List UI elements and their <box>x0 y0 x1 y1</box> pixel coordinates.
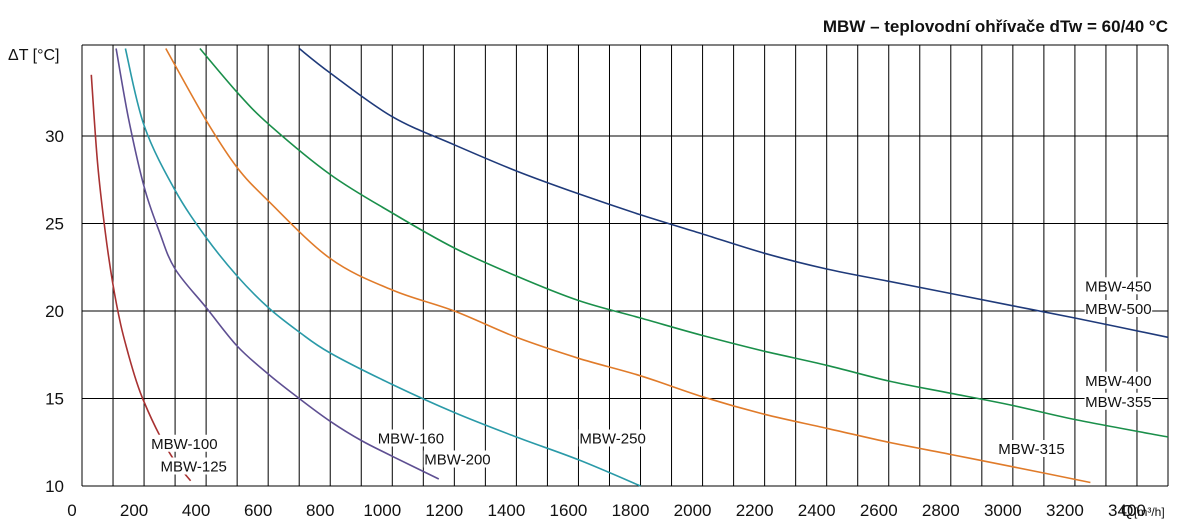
series-label-bg <box>423 450 492 468</box>
x-tick-label: 400 <box>182 501 210 520</box>
x-ticks: 0 200 400 600 800 1000 1200 1400 1600 1800 2000 220… <box>67 501 1146 520</box>
x-tick-label: 3200 <box>1046 501 1084 520</box>
x-tick-label: 1400 <box>487 501 525 520</box>
series-label: MBW-200 <box>424 452 490 469</box>
series-label: MBW-100 <box>151 436 217 453</box>
series-label: MBW-355 <box>1085 394 1151 411</box>
x-tick-label: 2400 <box>798 501 836 520</box>
series-label-bg <box>377 429 445 447</box>
series-layer <box>90 47 1169 487</box>
series-label-bg <box>1084 300 1153 317</box>
series-label-bg <box>1084 277 1153 295</box>
x-tick-label: 3400 <box>1108 501 1146 520</box>
y-axis-label: ΔT [°C] <box>8 47 59 64</box>
y-tick-label: 10 <box>45 477 64 496</box>
series-label-bg <box>1084 392 1153 410</box>
series-label-bg <box>159 457 228 475</box>
series-line-4 <box>199 47 1169 438</box>
grid <box>81 44 1169 487</box>
x-tick-label: 1600 <box>550 501 588 520</box>
y-ticks: 10 15 20 25 30 <box>45 127 64 496</box>
series-label: MBW-450 <box>1085 278 1151 295</box>
x-tick-label: 2000 <box>674 501 712 520</box>
x-tick-label: 1800 <box>612 501 650 520</box>
series-label-bg <box>997 440 1066 457</box>
series-label: MBW-160 <box>378 431 444 448</box>
y-tick-label: 20 <box>45 302 64 321</box>
y-tick-label: 15 <box>45 390 64 409</box>
x-axis-unit: [m³/h] <box>1134 505 1165 519</box>
x-tick-label: 2800 <box>922 501 960 520</box>
chart-title: MBW – teplovodní ohřívače dTw = 60/40 °C <box>823 17 1168 36</box>
x-tick-label: 2600 <box>860 501 898 520</box>
x-tick-label: 1200 <box>425 501 463 520</box>
series-label-bg <box>1084 371 1153 389</box>
series-line-5 <box>298 47 1169 339</box>
x-tick-label: 800 <box>306 501 334 520</box>
series-label-bg <box>578 429 647 447</box>
series-label: MBW-500 <box>1085 301 1151 318</box>
x-tick-label: 1000 <box>363 501 401 520</box>
series-line-3 <box>165 48 1091 484</box>
y-tick-label: 30 <box>45 127 64 146</box>
x-tick-label: 600 <box>244 501 272 520</box>
x-axis-label: Q <box>1121 503 1133 520</box>
series-line-2 <box>124 48 641 487</box>
series-label-bg <box>150 434 219 452</box>
x-tick-label: 2200 <box>736 501 774 520</box>
x-tick-label: 200 <box>120 501 148 520</box>
y-tick-label: 25 <box>45 215 64 234</box>
annotation-layer: MBW-100 MBW-125 MBW-160 MBW-200 MBW-250 MBW-3… <box>150 277 1153 476</box>
x-tick-label: 0 <box>67 501 76 520</box>
series-label: MBW-125 <box>160 459 226 476</box>
series-label: MBW-250 <box>579 431 645 448</box>
series-label: MBW-400 <box>1085 373 1151 390</box>
series-line-1 <box>115 48 440 480</box>
series-label: MBW-315 <box>998 441 1064 458</box>
x-tick-label: 3000 <box>984 501 1022 520</box>
